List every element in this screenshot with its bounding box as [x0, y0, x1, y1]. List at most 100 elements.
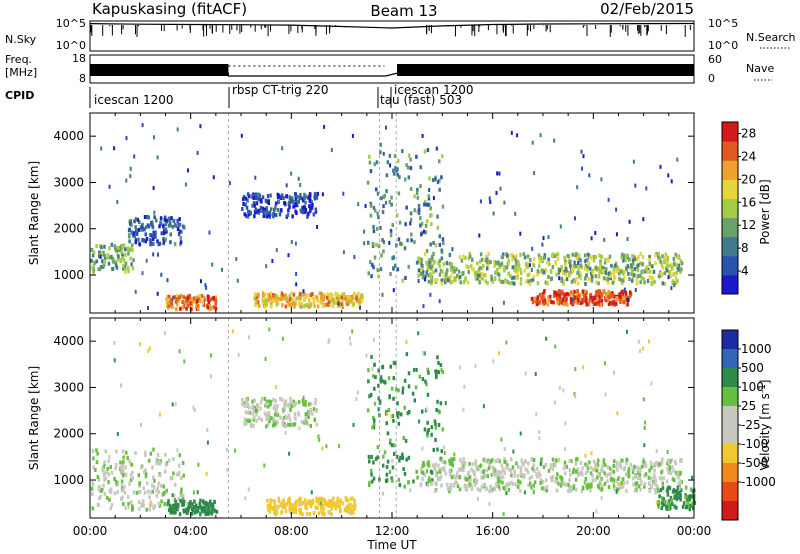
heat-cell	[332, 496, 335, 501]
heat-cell	[688, 497, 692, 502]
power-panel-bg	[90, 113, 694, 313]
heat-cell	[170, 216, 173, 221]
heat-cell	[619, 461, 622, 466]
heat-cell	[106, 466, 109, 471]
heat-cell	[458, 467, 461, 472]
heat-cell	[453, 278, 457, 283]
heat-cell	[474, 477, 477, 482]
heat-cell	[117, 246, 120, 251]
heat-cell	[643, 425, 646, 430]
heat-cell	[542, 290, 546, 295]
heat-cell	[480, 266, 483, 271]
heat-cell	[446, 278, 450, 283]
heat-cell	[116, 480, 119, 485]
heat-cell	[352, 422, 355, 427]
heat-cell	[574, 469, 578, 474]
heat-cell	[266, 199, 269, 204]
heat-cell	[507, 259, 510, 264]
heat-cell	[560, 289, 564, 294]
heat-cell	[136, 217, 140, 222]
heat-cell	[91, 253, 95, 258]
heat-cell	[144, 452, 147, 457]
heat-cell	[610, 468, 614, 473]
heat-cell	[103, 257, 107, 261]
heat-cell	[309, 401, 313, 406]
heat-cell	[139, 342, 141, 347]
heat-cell	[495, 469, 498, 474]
heat-cell	[189, 504, 192, 509]
heat-cell	[441, 204, 445, 209]
heat-cell	[545, 336, 548, 341]
heat-cell	[178, 295, 181, 300]
heat-cell	[103, 477, 106, 482]
heat-cell	[548, 262, 551, 267]
heat-cell	[315, 498, 319, 503]
heat-cell	[257, 208, 260, 213]
heat-cell	[462, 468, 465, 472]
heat-cell	[240, 133, 243, 138]
heat-cell	[330, 512, 333, 517]
heat-cell	[547, 275, 550, 279]
heat-cell	[209, 502, 213, 507]
heat-cell	[505, 279, 509, 284]
heat-cell	[124, 506, 127, 511]
heat-cell	[167, 223, 171, 228]
heat-cell	[332, 298, 336, 303]
heat-cell	[622, 275, 626, 280]
heat-cell	[540, 295, 543, 300]
heat-cell	[653, 468, 656, 473]
heat-cell	[127, 505, 130, 510]
heat-cell	[116, 199, 119, 204]
heat-cell	[405, 205, 408, 210]
heat-cell	[635, 465, 639, 470]
velocity-colorbar-swatch	[722, 349, 738, 369]
heat-cell	[447, 487, 449, 491]
heat-cell	[550, 300, 553, 304]
heat-cell	[130, 230, 134, 235]
heat-cell	[514, 254, 518, 259]
heat-cell	[650, 485, 653, 490]
heat-cell	[151, 225, 155, 230]
velocity-colorbar-swatch	[722, 387, 738, 407]
heat-cell	[636, 257, 639, 262]
heat-cell	[124, 267, 127, 272]
heat-cell	[302, 289, 305, 294]
heat-cell	[634, 484, 638, 489]
heat-cell	[519, 267, 522, 272]
heat-cell	[141, 123, 144, 128]
heat-cell	[615, 301, 618, 306]
heat-cell	[434, 268, 438, 273]
heat-cell	[389, 364, 392, 369]
heat-cell	[276, 192, 280, 197]
heat-cell	[178, 217, 181, 222]
heat-cell	[377, 215, 380, 220]
heat-cell	[371, 479, 374, 484]
heat-cell	[522, 473, 525, 478]
heat-cell	[591, 473, 594, 478]
heat-cell	[602, 289, 605, 293]
heat-cell	[498, 459, 501, 464]
heat-cell	[113, 146, 116, 151]
heat-cell	[528, 282, 532, 286]
heat-cell	[286, 213, 290, 217]
heat-cell	[262, 297, 266, 302]
heat-cell	[263, 292, 267, 297]
heat-cell	[391, 414, 395, 418]
heat-cell	[612, 469, 616, 474]
heat-cell	[519, 271, 523, 276]
heat-cell	[673, 478, 676, 483]
heat-cell	[138, 242, 142, 247]
heat-cell	[519, 488, 522, 493]
heat-cell	[203, 509, 206, 514]
heat-cell	[248, 212, 251, 217]
heat-cell	[568, 260, 572, 265]
heat-cell	[561, 301, 564, 306]
heat-cell	[322, 295, 326, 299]
heat-cell	[566, 292, 570, 297]
heat-cell	[656, 486, 659, 491]
heat-cell	[644, 472, 648, 477]
heat-cell	[181, 502, 184, 507]
heat-cell	[639, 280, 642, 285]
velocity-colorbar-swatch	[722, 463, 738, 483]
heat-cell	[177, 497, 180, 502]
